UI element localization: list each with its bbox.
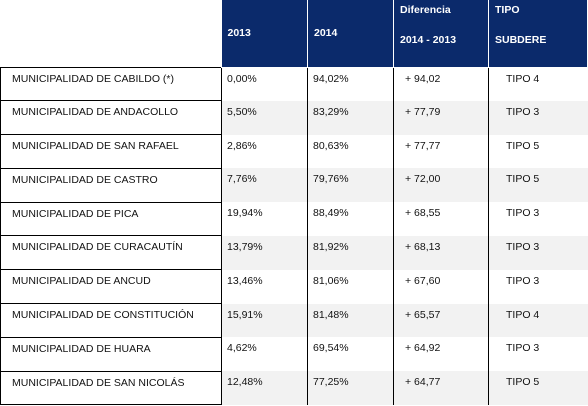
cell-tipo: TIPO 5 xyxy=(488,371,588,405)
table-row: MUNICIPALIDAD DE HUARA 4,62% 69,54% + 64,92… xyxy=(0,336,588,372)
cell-municipality: MUNICIPALIDAD DE HUARA xyxy=(0,336,222,372)
table-header-row: 2013 2014 Diferencia 2014 - 2013 TIPO SU… xyxy=(0,0,588,68)
cell-2013: 12,48% xyxy=(221,371,308,405)
cell-tipo: TIPO 5 xyxy=(488,168,588,203)
cell-2013: 4,62% xyxy=(221,337,308,372)
table-row: MUNICIPALIDAD DE ANCUD 13,46% 81,06% + 67,6… xyxy=(0,269,588,305)
cell-municipality: MUNICIPALIDAD DE CABILDO (*) xyxy=(0,66,222,102)
table-row: MUNICIPALIDAD DE CASTRO 7,76% 79,76% + 72,0… xyxy=(0,167,588,203)
cell-tipo: TIPO 3 xyxy=(488,202,588,236)
cell-diferencia: + 94,02 xyxy=(393,67,489,101)
header-blank-cell xyxy=(0,0,222,67)
cell-2013: 15,91% xyxy=(221,303,308,338)
header-tipo-subdere: TIPO SUBDERE xyxy=(488,0,588,68)
header-diferencia: Diferencia 2014 - 2013 xyxy=(393,0,489,68)
cell-municipality: MUNICIPALIDAD DE CASTRO xyxy=(0,167,222,203)
cell-diferencia: + 77,79 xyxy=(393,100,489,135)
cell-2014: 81,92% xyxy=(307,235,394,270)
cell-2014: 81,06% xyxy=(307,269,394,304)
cell-2013: 19,94% xyxy=(221,202,308,236)
cell-2014: 80,63% xyxy=(307,134,394,169)
cell-diferencia: + 64,92 xyxy=(393,337,489,372)
cell-diferencia: + 65,57 xyxy=(393,303,489,338)
table-row: MUNICIPALIDAD DE CABILDO (*) 0,00% 94,02% +… xyxy=(0,66,588,102)
cell-municipality: MUNICIPALIDAD DE CONSTITUCIÓN xyxy=(0,303,222,338)
cell-2014: 69,54% xyxy=(307,337,394,372)
cell-tipo: TIPO 4 xyxy=(488,67,588,101)
header-diferencia-line1: Diferencia xyxy=(400,4,451,16)
table-row: MUNICIPALIDAD DE CONSTITUCIÓN 15,91% 81,48… xyxy=(0,303,588,338)
table-row: MUNICIPALIDAD DE CURACAUTÍN 13,79% 81,92% +… xyxy=(0,235,588,271)
cell-2013: 13,46% xyxy=(221,269,308,304)
cell-tipo: TIPO 4 xyxy=(488,303,588,338)
cell-2014: 81,48% xyxy=(307,303,394,338)
cell-2014: 83,29% xyxy=(307,100,394,135)
cell-diferencia: + 67,60 xyxy=(393,269,489,304)
cell-diferencia: + 68,55 xyxy=(393,202,489,236)
cell-2014: 77,25% xyxy=(307,371,394,405)
cell-diferencia: + 64,77 xyxy=(393,371,489,405)
cell-municipality: MUNICIPALIDAD DE PICA xyxy=(0,201,222,237)
cell-2013: 5,50% xyxy=(221,100,308,135)
cell-municipality: MUNICIPALIDAD DE SAN NICOLÁS xyxy=(0,370,222,406)
cell-2013: 0,00% xyxy=(221,67,308,101)
cell-diferencia: + 72,00 xyxy=(393,168,489,203)
table-row: MUNICIPALIDAD DE ANDACOLLO 5,50% 83,29% + 7… xyxy=(0,100,588,136)
header-tipo-line2: SUBDERE xyxy=(495,34,547,46)
cell-municipality: MUNICIPALIDAD DE ANCUD xyxy=(0,269,222,305)
table-row: MUNICIPALIDAD DE SAN NICOLÁS 12,48% 77,25%… xyxy=(0,370,588,406)
cell-2014: 88,49% xyxy=(307,202,394,236)
cell-diferencia: + 68,13 xyxy=(393,235,489,270)
header-diferencia-line2: 2014 - 2013 xyxy=(400,34,457,46)
cell-municipality: MUNICIPALIDAD DE ANDACOLLO xyxy=(0,100,222,136)
table-row: MUNICIPALIDAD DE PICA 19,94% 88,49% + 68,55… xyxy=(0,201,588,237)
header-2013: 2013 xyxy=(221,0,308,68)
header-2014: 2014 xyxy=(307,0,394,68)
cell-municipality: MUNICIPALIDAD DE SAN RAFAEL xyxy=(0,134,222,169)
cell-diferencia: + 77,77 xyxy=(393,134,489,169)
cell-2014: 94,02% xyxy=(307,67,394,101)
cell-municipality: MUNICIPALIDAD DE CURACAUTÍN xyxy=(0,235,222,271)
cell-tipo: TIPO 3 xyxy=(488,269,588,304)
header-tipo-line1: TIPO xyxy=(495,4,520,16)
cell-tipo: TIPO 3 xyxy=(488,337,588,372)
cell-2014: 79,76% xyxy=(307,168,394,203)
cell-2013: 13,79% xyxy=(221,235,308,270)
table-row: MUNICIPALIDAD DE SAN RAFAEL 2,86% 80,63% + … xyxy=(0,134,588,169)
cell-tipo: TIPO 3 xyxy=(488,100,588,135)
cell-tipo: TIPO 5 xyxy=(488,134,588,169)
cell-2013: 2,86% xyxy=(221,134,308,169)
cell-tipo: TIPO 3 xyxy=(488,235,588,270)
cell-2013: 7,76% xyxy=(221,168,308,203)
